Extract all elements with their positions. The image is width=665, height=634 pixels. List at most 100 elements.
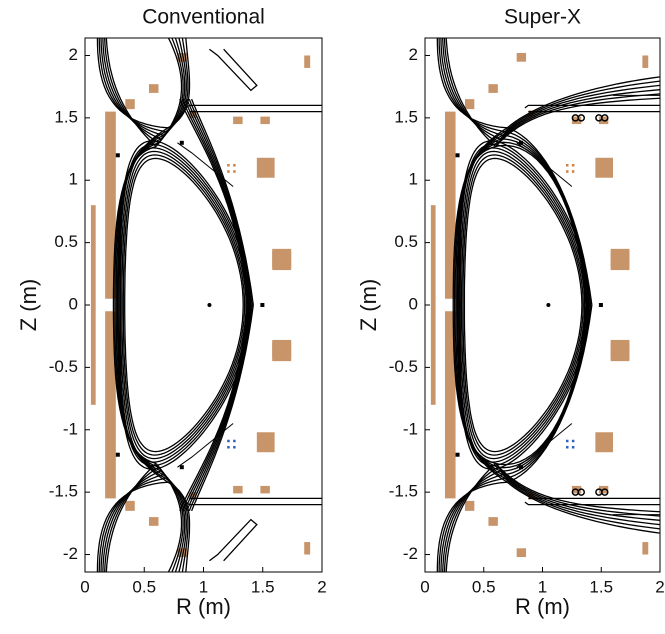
x-axis-label: R (m) xyxy=(515,594,570,619)
coil xyxy=(177,548,187,558)
probe xyxy=(601,488,609,496)
coil xyxy=(571,170,575,173)
coil xyxy=(642,55,649,68)
coil xyxy=(595,157,613,178)
flux-surface xyxy=(497,141,588,306)
probe xyxy=(115,452,120,457)
x-tick-label: 2 xyxy=(317,577,326,596)
y-tick-label: 0.5 xyxy=(394,232,418,251)
coil xyxy=(571,445,575,449)
flux-surface xyxy=(445,38,496,147)
y-tick-label: 1.5 xyxy=(54,107,78,126)
flux-surface xyxy=(188,98,253,306)
panel: Conventional R (m) Z (m) 0 0.5 1 1.5 2 -2 -1.5 -1 -… xyxy=(16,6,327,619)
flux-surface xyxy=(105,38,157,147)
y-tick-label: -2 xyxy=(403,544,418,563)
y-axis-label: Z (m) xyxy=(16,279,41,332)
coil xyxy=(227,439,230,443)
flux-surface xyxy=(105,463,157,572)
x-tick-label: 0.5 xyxy=(132,577,156,596)
flux-surface xyxy=(124,157,244,453)
y-tick-label: -1.5 xyxy=(49,482,78,501)
flux-surface xyxy=(442,470,501,572)
flux-surface xyxy=(100,474,164,572)
coil xyxy=(516,52,527,62)
axis-point xyxy=(207,303,212,307)
flux-surface xyxy=(116,140,251,470)
coil xyxy=(125,99,135,110)
coil xyxy=(177,52,187,62)
flux-surface xyxy=(462,154,584,456)
flux-surface xyxy=(118,143,250,467)
flux-surface xyxy=(440,474,503,572)
coil xyxy=(464,99,475,110)
flux-surface xyxy=(504,130,592,306)
flux-surface xyxy=(183,304,251,512)
coil xyxy=(260,116,270,125)
coil xyxy=(566,170,569,173)
y-tick-label: 0 xyxy=(409,294,418,313)
flux-surface xyxy=(436,38,508,129)
x-tick-label: 2 xyxy=(655,577,664,596)
flux-surface xyxy=(167,481,191,572)
coil xyxy=(430,205,436,405)
y-tick-label: 0 xyxy=(69,294,78,313)
probe xyxy=(577,488,586,496)
coil xyxy=(227,445,230,449)
coil xyxy=(148,84,159,93)
flux-surface xyxy=(497,304,588,469)
flux-surface xyxy=(504,477,660,530)
panel-title: Conventional xyxy=(142,6,265,29)
flux-surface xyxy=(186,98,252,306)
flux-surface xyxy=(438,477,506,572)
coil xyxy=(125,500,135,511)
x-tick-label: 0.5 xyxy=(472,577,496,596)
coil xyxy=(571,164,575,167)
coil xyxy=(610,342,630,362)
y-tick-label: 2 xyxy=(69,45,78,64)
panel: Super-X R (m) Z (m) 0 0.5 1 1.5 2 -2 -1.5 -1 -0.5 0 0… xyxy=(356,6,665,619)
probe xyxy=(115,153,120,158)
coil xyxy=(227,164,230,167)
flux-surface xyxy=(179,304,248,512)
flux-surface xyxy=(504,80,660,133)
flux-surface xyxy=(499,470,660,521)
probe xyxy=(179,140,184,145)
flux-surface xyxy=(179,98,248,306)
flux-surface xyxy=(463,157,583,453)
flux-surface xyxy=(443,466,499,572)
flux-surface xyxy=(102,38,162,140)
flux-surface xyxy=(499,89,660,140)
y-tick-label: -1.5 xyxy=(389,482,418,501)
y-tick-label: 2 xyxy=(409,45,418,64)
coil xyxy=(227,170,230,173)
x-tick-label: 1.5 xyxy=(251,577,275,596)
flux-surface xyxy=(443,38,499,144)
coil xyxy=(233,439,236,443)
y-tick-label: -0.5 xyxy=(49,357,78,376)
flux-surface xyxy=(497,93,660,144)
x-tick-label: 0 xyxy=(80,577,89,596)
probe xyxy=(179,465,184,470)
flux-surface xyxy=(452,127,508,306)
flux-surface xyxy=(188,304,253,512)
y-tick-label: 1 xyxy=(69,170,78,189)
plot-area xyxy=(90,38,322,572)
coil xyxy=(566,439,569,443)
coil xyxy=(566,445,569,449)
y-tick-label: -2 xyxy=(63,544,78,563)
coil xyxy=(105,311,116,499)
flux-surface xyxy=(460,150,586,460)
coil xyxy=(571,439,575,443)
coil xyxy=(233,170,236,173)
flux-surface xyxy=(442,38,501,140)
flux-surface xyxy=(98,477,166,572)
coil xyxy=(233,445,236,449)
flux-surface xyxy=(458,143,589,467)
coil xyxy=(260,485,270,494)
wall xyxy=(185,501,322,506)
flux-surface xyxy=(121,150,247,460)
flux-surface xyxy=(495,97,660,147)
